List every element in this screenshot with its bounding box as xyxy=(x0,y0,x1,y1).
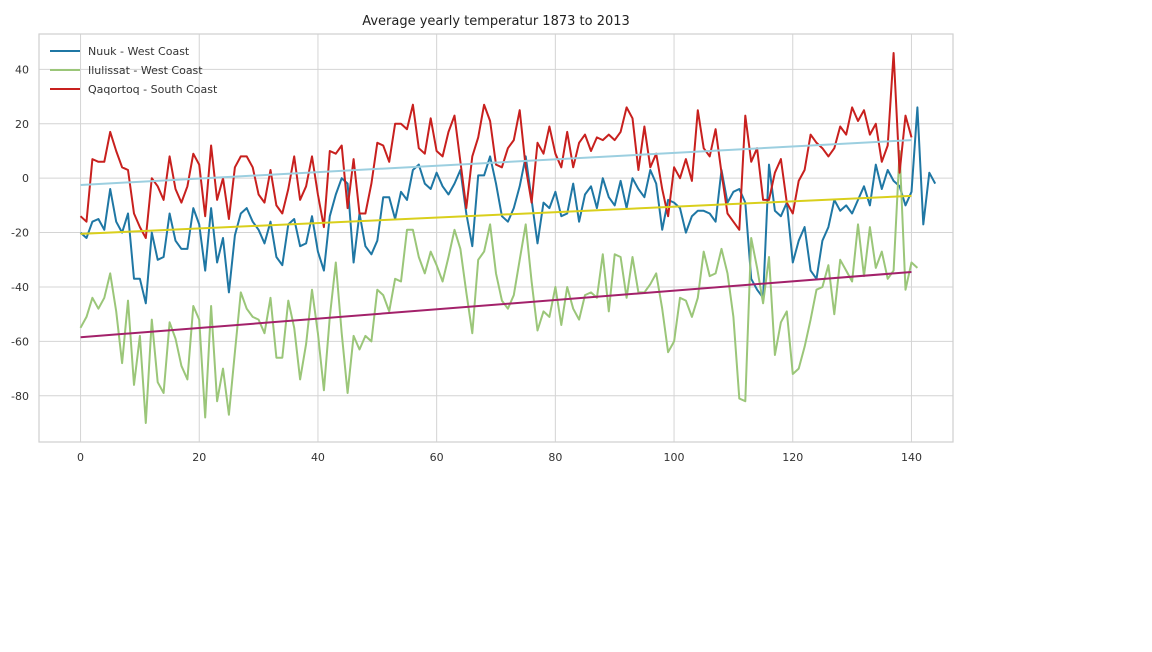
y-tick-label: 0 xyxy=(22,172,29,185)
series-line-0 xyxy=(79,106,937,305)
trendline-0 xyxy=(80,139,912,186)
x-tick-label: 100 xyxy=(664,451,685,464)
y-tick-label: 40 xyxy=(15,63,29,76)
x-tick-label: 140 xyxy=(901,451,922,464)
x-tick-label: 80 xyxy=(548,451,562,464)
series-line-1 xyxy=(79,150,919,424)
legend-label: Nuuk - West Coast xyxy=(88,45,190,58)
legend-label: Ilulissat - West Coast xyxy=(88,64,203,77)
y-tick-label: 20 xyxy=(15,118,29,131)
plot-area: 0 20 40 60 80 100 120 140 -80 -60 -40 -20 0 20 40 Nuuk … xyxy=(11,33,954,464)
plot-frame xyxy=(38,33,954,443)
y-tick-label: -20 xyxy=(11,227,29,240)
trendline-2 xyxy=(80,271,912,339)
x-tick-label: 20 xyxy=(192,451,206,464)
x-tick-label: 60 xyxy=(430,451,444,464)
y-tick-label: -60 xyxy=(11,335,29,348)
y-tick-label: -80 xyxy=(11,390,29,403)
chart-title: Average yearly temperatur 1873 to 2013 xyxy=(362,14,630,29)
x-tick-label: 0 xyxy=(77,451,84,464)
trendline-1 xyxy=(80,194,912,235)
series-line-2 xyxy=(79,52,913,239)
x-tick-label: 120 xyxy=(782,451,803,464)
legend-label: Qaqortoq - South Coast xyxy=(88,83,218,96)
y-tick-label: -40 xyxy=(11,281,29,294)
x-tick-label: 40 xyxy=(311,451,325,464)
